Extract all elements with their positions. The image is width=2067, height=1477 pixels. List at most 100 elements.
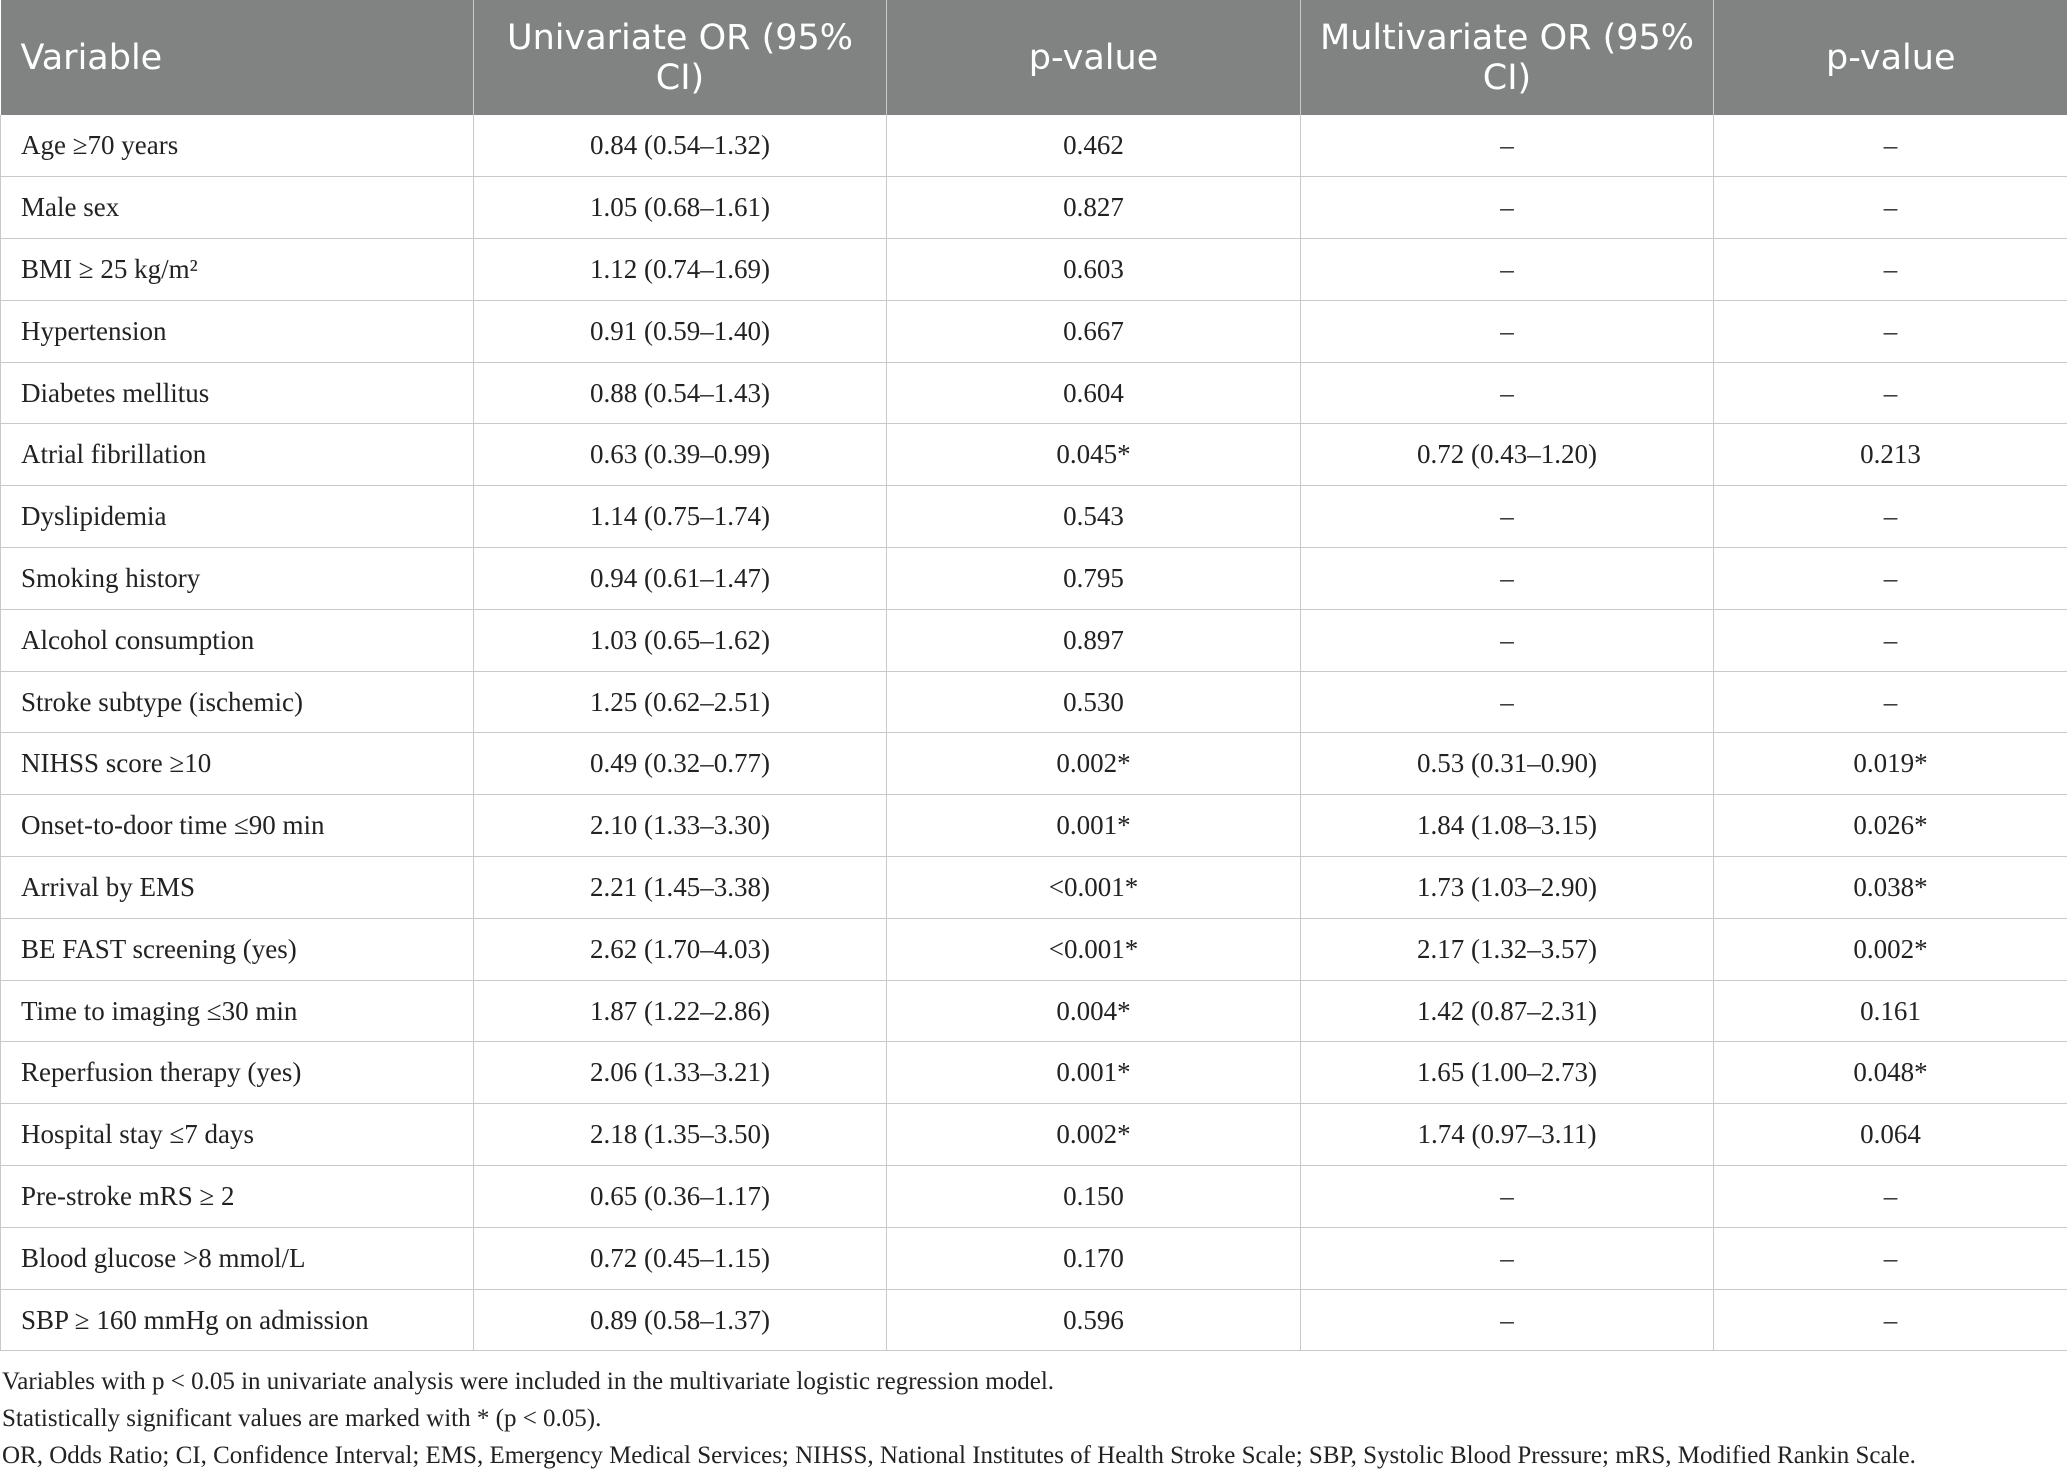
table-cell: – <box>1300 1289 1714 1352</box>
table-cell: 0.72 (0.43–1.20) <box>1300 423 1714 487</box>
table-row: Male sex 1.05 (0.68–1.61) 0.827– – <box>0 176 2067 240</box>
footnotes: Variables with p < 0.05 in univariate an… <box>0 1363 2067 1474</box>
table-cell: Blood glucose >8 mmol/L <box>0 1227 474 1290</box>
table-cell: <0.001* <box>886 918 1301 981</box>
table-cell: – <box>1713 1289 2067 1352</box>
table-cell: 0.150 <box>886 1165 1301 1228</box>
table-cell: 1.03 (0.65–1.62) <box>473 609 887 672</box>
column-header: Univariate OR (95% CI) <box>473 0 887 115</box>
table-cell: 2.62 (1.70–4.03) <box>473 918 887 981</box>
table-cell: Smoking history <box>0 547 474 610</box>
table-cell: Arrival by EMS <box>0 856 474 919</box>
table-cell: 0.827 <box>886 176 1301 240</box>
table-row: Alcohol consumption 1.03 (0.65–1.62) 0.897… <box>0 609 2067 672</box>
table-cell: Stroke subtype (ischemic) <box>0 671 474 734</box>
table-row: Smoking history 0.94 (0.61–1.47) 0.795– – <box>0 547 2067 610</box>
table-cell: 2.10 (1.33–3.30) <box>473 794 887 858</box>
table-row: Reperfusion therapy (yes) 2.06 (1.33–3.21… <box>0 1041 2067 1105</box>
table-cell: 0.53 (0.31–0.90) <box>1300 732 1714 796</box>
table-cell: 0.002* <box>886 732 1301 796</box>
table-row: Stroke subtype (ischemic) 1.25 (0.62–2.51… <box>0 671 2067 734</box>
table-cell: – <box>1300 238 1714 301</box>
table-cell: Reperfusion therapy (yes) <box>0 1041 474 1105</box>
table-cell: 2.17 (1.32–3.57) <box>1300 918 1714 981</box>
table-cell: – <box>1713 300 2067 363</box>
table-cell: BMI ≥ 25 kg/m² <box>0 238 474 301</box>
column-header: p-value <box>886 0 1301 115</box>
table-cell: 0.667 <box>886 300 1301 363</box>
table-cell: NIHSS score ≥10 <box>0 732 474 796</box>
table-cell: 0.462 <box>886 115 1301 178</box>
table-cell: 0.795 <box>886 547 1301 610</box>
table-cell: 1.12 (0.74–1.69) <box>473 238 887 301</box>
results-table: Variable Univariate OR (95% CI) p-value Mul… <box>0 0 2067 1352</box>
table-row: Time to imaging ≤30 min 1.87 (1.22–2.86) 0… <box>0 980 2067 1043</box>
table-cell: 1.14 (0.75–1.74) <box>473 485 887 549</box>
table-cell: Age ≥70 years <box>0 115 474 178</box>
table-cell: – <box>1300 671 1714 734</box>
table-cell: – <box>1300 115 1714 178</box>
table-cell: 0.65 (0.36–1.17) <box>473 1165 887 1228</box>
table-cell: Male sex <box>0 176 474 240</box>
table-cell: 0.001* <box>886 1041 1301 1105</box>
footnote: Variables with p < 0.05 in univariate an… <box>2 1368 1055 1396</box>
table-row: Age ≥70 years 0.84 (0.54–1.32) 0.462– – <box>0 115 2067 178</box>
table-cell: Pre-stroke mRS ≥ 2 <box>0 1165 474 1228</box>
table-cell: – <box>1300 300 1714 363</box>
table-cell: 0.004* <box>886 980 1301 1043</box>
table-row: Atrial fibrillation 0.63 (0.39–0.99) 0.045… <box>0 423 2067 487</box>
table-cell: 0.596 <box>886 1289 1301 1352</box>
table-cell: – <box>1713 1165 2067 1228</box>
table-cell: – <box>1713 115 2067 178</box>
table-cell: – <box>1713 362 2067 425</box>
table-cell: 0.002* <box>1713 918 2067 981</box>
footnote: Statistically significant values are mar… <box>2 1405 602 1433</box>
table-row: BMI ≥ 25 kg/m² 1.12 (0.74–1.69) 0.603– – <box>0 238 2067 301</box>
table-cell: 0.603 <box>886 238 1301 301</box>
table-cell: 0.49 (0.32–0.77) <box>473 732 887 796</box>
table-cell: – <box>1300 609 1714 672</box>
table-cell: Hypertension <box>0 300 474 363</box>
table-cell: 0.019* <box>1713 732 2067 796</box>
table-row: Arrival by EMS 2.21 (1.45–3.38) <0.001* 1.7… <box>0 856 2067 919</box>
table-cell: 0.026* <box>1713 794 2067 858</box>
table-cell: 1.84 (1.08–3.15) <box>1300 794 1714 858</box>
table-cell: – <box>1300 547 1714 610</box>
table-cell: 0.543 <box>886 485 1301 549</box>
table-cell: 2.18 (1.35–3.50) <box>473 1103 887 1167</box>
table-row: Diabetes mellitus 0.88 (0.54–1.43) 0.604– – <box>0 362 2067 425</box>
table-row: BE FAST screening (yes) 2.62 (1.70–4.03) <… <box>0 918 2067 981</box>
table-cell: – <box>1713 609 2067 672</box>
table-cell: – <box>1713 1227 2067 1290</box>
table-cell: 0.001* <box>886 794 1301 858</box>
table-cell: Atrial fibrillation <box>0 423 474 487</box>
table-row: SBP ≥ 160 mmHg on admission 0.89 (0.58–1.… <box>0 1289 2067 1352</box>
table-cell: SBP ≥ 160 mmHg on admission <box>0 1289 474 1352</box>
table-cell: 0.91 (0.59–1.40) <box>473 300 887 363</box>
table-cell: 0.038* <box>1713 856 2067 919</box>
table-row: Hypertension 0.91 (0.59–1.40) 0.667– – <box>0 300 2067 363</box>
table-cell: – <box>1300 1165 1714 1228</box>
table-row: Blood glucose >8 mmol/L 0.72 (0.45–1.15) 0… <box>0 1227 2067 1290</box>
table-cell: 0.72 (0.45–1.15) <box>473 1227 887 1290</box>
table-cell: – <box>1713 176 2067 240</box>
table-cell: Hospital stay ≤7 days <box>0 1103 474 1167</box>
table-cell: Time to imaging ≤30 min <box>0 980 474 1043</box>
table-row: Onset-to-door time ≤90 min 2.10 (1.33–3.3… <box>0 794 2067 858</box>
table-body: Age ≥70 years 0.84 (0.54–1.32) 0.462– – Male… <box>0 115 2067 1352</box>
table-cell: 0.84 (0.54–1.32) <box>473 115 887 178</box>
table-cell: 2.21 (1.45–3.38) <box>473 856 887 919</box>
table-cell: 1.87 (1.22–2.86) <box>473 980 887 1043</box>
table-cell: 1.05 (0.68–1.61) <box>473 176 887 240</box>
table-row: Hospital stay ≤7 days 2.18 (1.35–3.50) 0.0… <box>0 1103 2067 1167</box>
table-cell: – <box>1300 362 1714 425</box>
table-cell: 0.897 <box>886 609 1301 672</box>
table-cell: 1.65 (1.00–2.73) <box>1300 1041 1714 1105</box>
column-header: Multivariate OR (95% CI) <box>1300 0 1714 115</box>
table-cell: 0.064 <box>1713 1103 2067 1167</box>
table-cell: 0.161 <box>1713 980 2067 1043</box>
table-cell: Onset-to-door time ≤90 min <box>0 794 474 858</box>
table-cell: – <box>1300 485 1714 549</box>
table-cell: 0.604 <box>886 362 1301 425</box>
